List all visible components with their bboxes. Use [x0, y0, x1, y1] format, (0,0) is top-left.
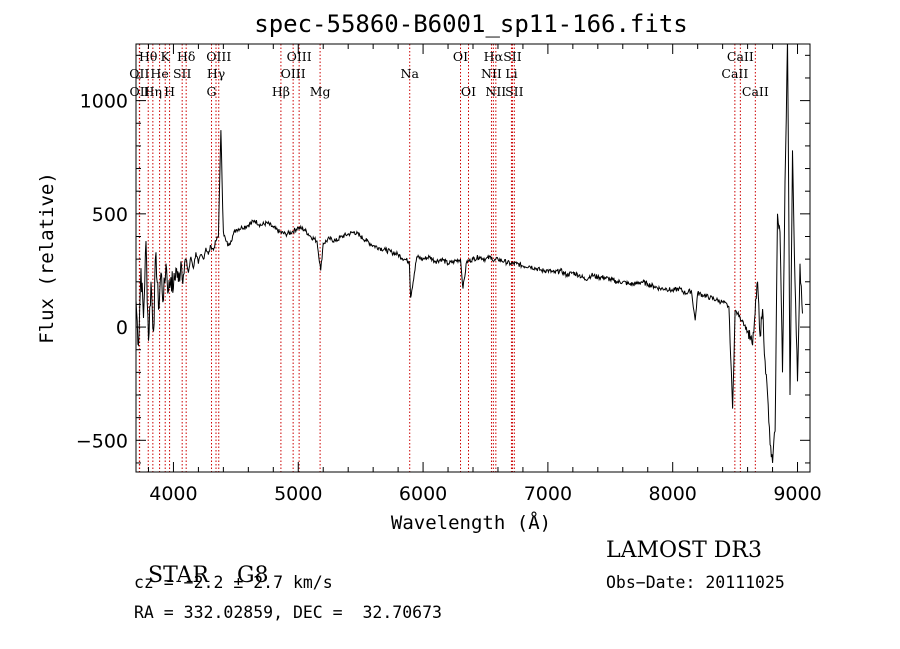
- y-tick-label: 0: [116, 317, 128, 339]
- spectral-line-label: G: [207, 84, 217, 99]
- x-axis-label: Wavelength (Å): [391, 511, 551, 534]
- spectral-line-label: H: [164, 84, 175, 99]
- spectrum-flux-line: [136, 44, 803, 463]
- observation-date: Obs−Date: 20111025: [606, 573, 785, 592]
- spectral-line-label: OIII: [206, 49, 231, 64]
- spectral-line-label: OI: [461, 84, 476, 99]
- object-class-value: STAR: [148, 563, 209, 588]
- coordinates-line: RA = 332.02859, DEC = 32.70673: [134, 603, 442, 622]
- spectral-line-label: CaII: [721, 66, 748, 81]
- spectral-line-label: Na: [401, 66, 420, 81]
- spectral-line-label: OII: [129, 66, 149, 81]
- x-tick-label: 7000: [524, 483, 572, 505]
- spectral-line-label: Hγ: [207, 66, 225, 81]
- x-tick-label: 5000: [274, 483, 322, 505]
- y-tick-label: 1000: [80, 91, 128, 113]
- object-class: STAR G8: [134, 538, 269, 588]
- spectral-line-label: Hη: [144, 84, 162, 99]
- survey-label: LAMOST DR3: [606, 538, 762, 563]
- spectral-line-label: Hβ: [272, 84, 290, 99]
- y-axis-label: Flux (relative): [36, 172, 58, 344]
- spectral-line-label: SII: [503, 49, 522, 64]
- spectral-line-label: Hα: [484, 49, 504, 64]
- x-tick-label: 8000: [649, 483, 697, 505]
- spectral-line-label: Hθ: [139, 49, 157, 64]
- spectral-line-label: OII: [130, 84, 150, 99]
- spectral-line-label: OIII: [287, 49, 312, 64]
- spectral-line-markers: [138, 44, 756, 472]
- redshift-line: cz = −2.2 ± 2.7 km/s: [134, 573, 333, 592]
- x-tick-label: 9000: [773, 483, 821, 505]
- x-tick-label: 4000: [149, 483, 197, 505]
- y-tick-label: −500: [76, 430, 128, 452]
- spectral-line-label: NII: [485, 84, 506, 99]
- spectral-line-label: Mg: [310, 84, 331, 99]
- spectral-line-label: Li: [505, 66, 517, 81]
- spectral-line-label: K: [161, 49, 171, 64]
- object-subclass-value: G8: [236, 563, 269, 588]
- spectral-line-label: SII: [505, 84, 524, 99]
- spectral-line-label: Hδ: [177, 49, 195, 64]
- spectral-line-label: CaII: [742, 84, 769, 99]
- spectral-line-label: He: [150, 66, 168, 81]
- chart-title: spec-55860-B6001_sp11-166.fits: [254, 10, 687, 38]
- spectral-line-label: CaII: [727, 49, 754, 64]
- x-tick-label: 6000: [399, 483, 447, 505]
- x-axis-ticks: 4000 5000 6000 7000 8000 9000: [147, 44, 822, 505]
- spectral-line-label: OIII: [281, 66, 306, 81]
- spectral-line-label: OI: [453, 49, 468, 64]
- spectral-line-label: SII: [173, 66, 192, 81]
- y-axis-ticks: −500 0 500 1000: [76, 54, 810, 464]
- y-tick-label: 500: [92, 204, 128, 226]
- spectral-line-label: NII: [481, 66, 502, 81]
